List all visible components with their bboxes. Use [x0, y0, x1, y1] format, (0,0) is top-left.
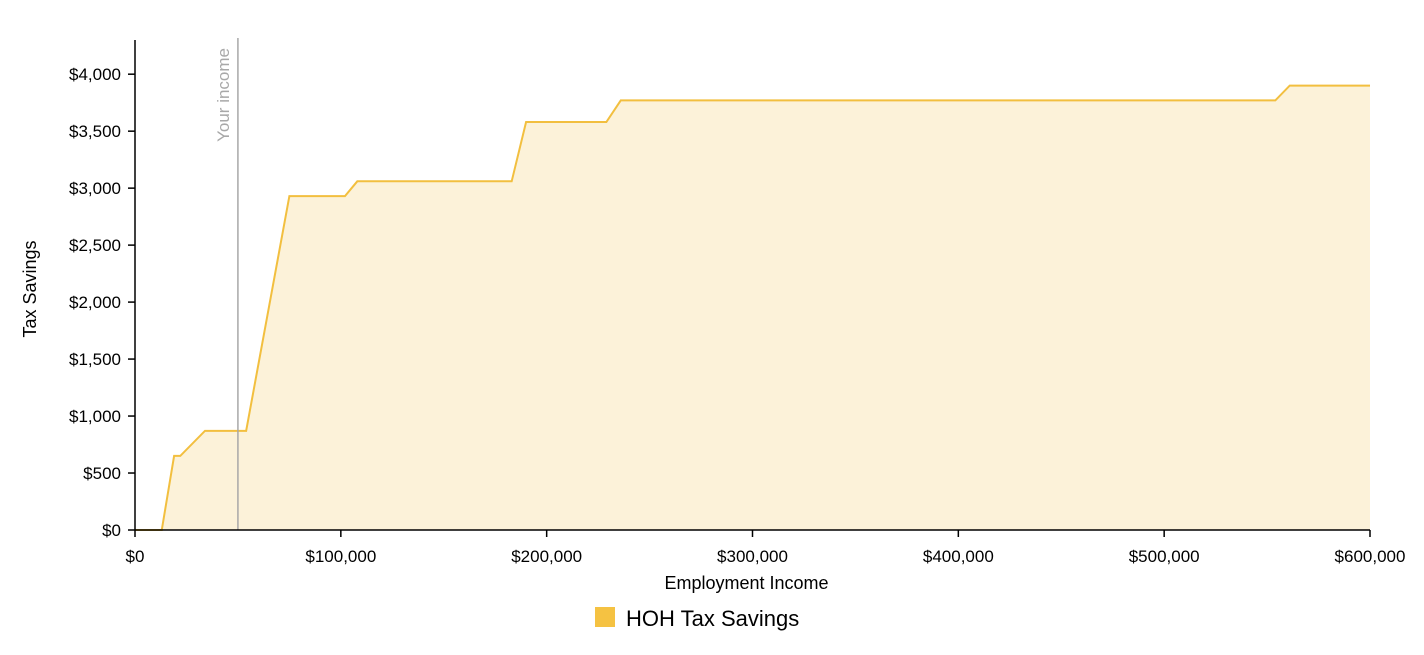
income-marker-label: Your income	[214, 48, 233, 142]
y-tick-label: $2,000	[69, 293, 121, 312]
x-tick-label: $600,000	[1335, 547, 1406, 566]
income-marker-layer: Your income	[214, 38, 239, 530]
axis-title-layer: Employment Income Tax Savings	[20, 240, 829, 593]
x-tick-label: $200,000	[511, 547, 582, 566]
y-axis-title: Tax Savings	[20, 240, 40, 337]
y-tick-label: $1,000	[69, 407, 121, 426]
y-tick-label: $1,500	[69, 350, 121, 369]
x-axis-title: Employment Income	[664, 573, 828, 593]
y-tick-label: $3,500	[69, 122, 121, 141]
x-tick-label: $0	[126, 547, 145, 566]
x-tick-label: $300,000	[717, 547, 788, 566]
area-layer	[135, 84, 1370, 531]
y-tick-label: $500	[83, 464, 121, 483]
legend-label: HOH Tax Savings	[626, 606, 799, 631]
series-area-fill	[135, 85, 1370, 530]
legend: HOH Tax Savings	[595, 606, 799, 631]
x-tick-label: $400,000	[923, 547, 994, 566]
x-tick-label: $500,000	[1129, 547, 1200, 566]
y-tick-label: $2,500	[69, 236, 121, 255]
y-tick-label: $3,000	[69, 179, 121, 198]
axis-layer: $0 $100,000 $200,000 $300,000 $400,000 $500,0…	[69, 40, 1405, 566]
legend-swatch	[595, 607, 615, 627]
x-tick-label: $100,000	[305, 547, 376, 566]
y-tick-label: $0	[102, 521, 121, 540]
y-tick-label: $4,000	[69, 65, 121, 84]
series-line	[135, 84, 1370, 531]
